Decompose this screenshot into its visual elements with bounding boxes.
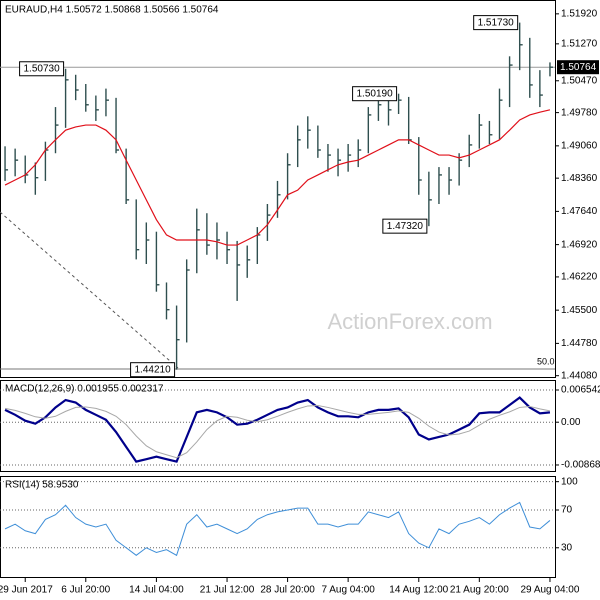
y-tick-label: -0.008684: [561, 460, 600, 471]
y-tick-label: 1.44780: [561, 338, 598, 349]
macd-panel: [0, 380, 556, 472]
y-tick-label: 1.50470: [561, 75, 598, 86]
rsi-panel: [0, 476, 556, 578]
y-tick-label: 1.49060: [561, 140, 598, 151]
x-tick-label: 14 Aug 12:00: [389, 585, 448, 596]
x-tick-label: 21 Aug 20:00: [450, 585, 509, 596]
annotation-label: 1.47320: [387, 221, 424, 232]
y-tick-label: 1.44080: [561, 370, 598, 381]
x-tick-label: 29 Jun 2017: [0, 585, 53, 596]
last-price-label: 1.50764: [560, 62, 597, 73]
annotation-box: [473, 15, 519, 31]
series-line: [4, 396, 551, 463]
y-tick-label: 0.00: [561, 417, 581, 428]
annotation-box: [19, 61, 65, 77]
moving-average: [4, 109, 551, 246]
annotation-label: 1.44210: [135, 364, 172, 375]
y-tick-label: 1.51270: [561, 38, 598, 49]
y-tick-label: 1.49780: [561, 107, 598, 118]
y-tick-label: 100: [561, 476, 578, 487]
y-tick-label: 0.006542: [561, 385, 600, 396]
macd-title: MACD(12,26,9) 0.001955 0.002317: [5, 384, 164, 395]
last-price-box: [557, 60, 599, 75]
annotation-box: [130, 362, 176, 378]
annotation-box: [352, 86, 398, 102]
y-tick-label: 1.46220: [561, 272, 598, 283]
annotation-label: 1.50730: [24, 63, 61, 74]
x-tick-label: 21 Jul 12:00: [200, 585, 255, 596]
x-tick-label: 7 Aug 04:00: [321, 585, 375, 596]
series-line: [4, 404, 551, 459]
fib-label: 50.0: [537, 356, 555, 366]
annotation-label: 1.50190: [357, 88, 394, 99]
x-tick-label: 14 Jul 04:00: [129, 585, 184, 596]
x-tick-label: 6 Jul 20:00: [61, 585, 110, 596]
y-tick-label: 1.51920: [561, 8, 598, 19]
series-line: [4, 501, 551, 557]
y-tick-label: 1.47640: [561, 206, 598, 217]
y-tick-label: 1.48360: [561, 173, 598, 184]
y-tick-label: 1.45500: [561, 305, 598, 316]
annotation-box: [382, 218, 428, 234]
chart-title: EURAUD,H4 1.50572 1.50868 1.50566 1.5076…: [5, 5, 219, 16]
y-tick-label: 70: [561, 505, 573, 516]
rsi-title: RSI(14) 58.9530: [5, 480, 79, 491]
y-tick-label: 30: [561, 542, 573, 553]
x-tick-label: 28 Jul 20:00: [260, 585, 315, 596]
x-tick-label: 29 Aug 04:00: [520, 585, 579, 596]
y-tick-label: 1.46920: [561, 239, 598, 250]
watermark: ActionForex.com: [327, 309, 492, 334]
price-panel: [0, 0, 556, 378]
annotation-label: 1.51730: [478, 17, 515, 28]
